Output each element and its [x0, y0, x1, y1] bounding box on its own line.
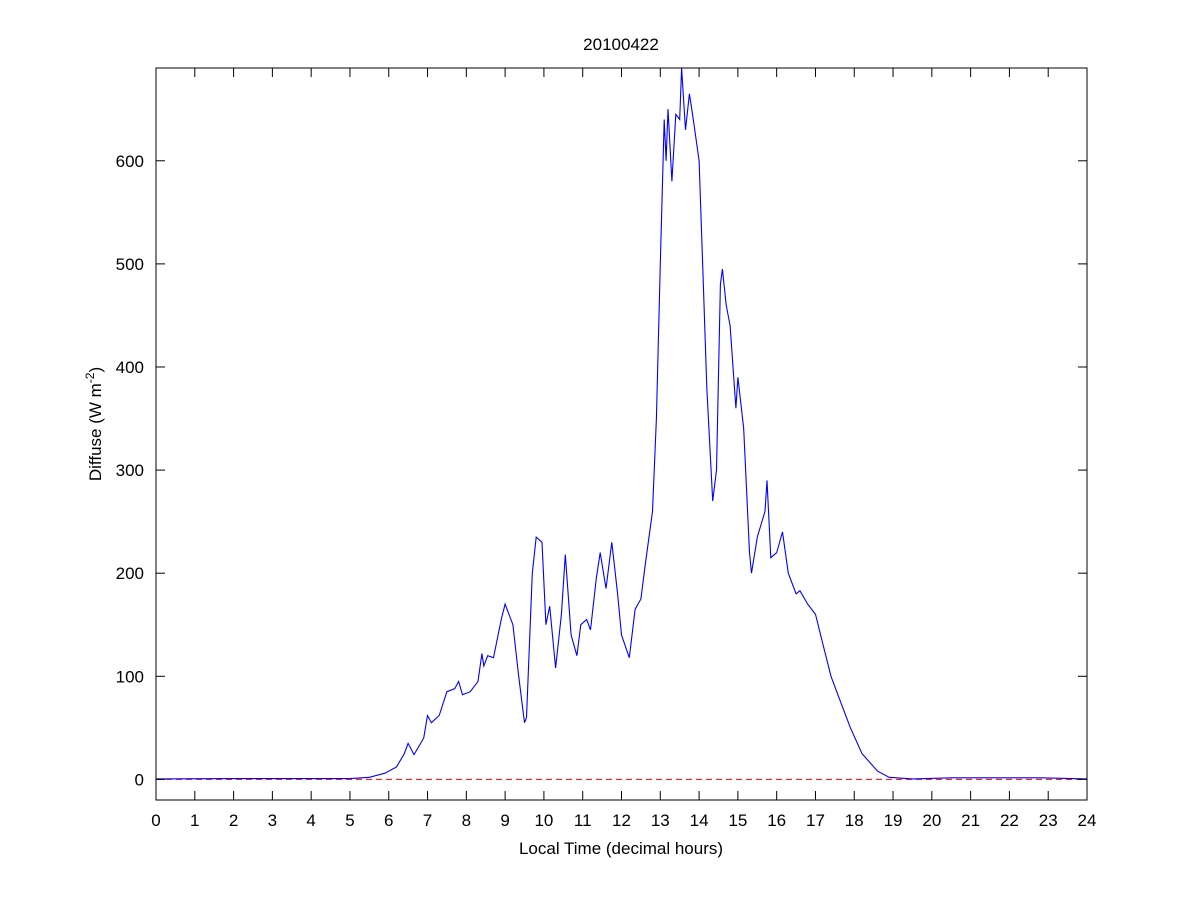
x-axis-label: Local Time (decimal hours) — [519, 839, 723, 858]
axes-box — [155, 67, 1088, 801]
y-axis-label: Diffuse (W m-2) — [83, 367, 105, 481]
plot-area — [155, 67, 1088, 801]
x-tick-label: 3 — [268, 811, 277, 830]
y-tick-label: 200 — [116, 564, 144, 583]
x-tick-label: 16 — [767, 811, 786, 830]
y-tick-label: 600 — [116, 152, 144, 171]
x-tick-label: 15 — [728, 811, 747, 830]
x-axis: 0 1 2 3 4 5 6 7 8 9 10 11 12 13 14 15 16 17 18 19 20 21 22 23 24 — [151, 68, 1096, 830]
x-tick-label: 4 — [306, 811, 315, 830]
x-tick-label: 17 — [806, 811, 825, 830]
y-axis: 0 100 200 300 400 500 600 — [116, 152, 1087, 789]
x-tick-label: 7 — [423, 811, 432, 830]
x-tick-label: 8 — [462, 811, 471, 830]
x-tick-label: 14 — [690, 811, 709, 830]
x-tick-label: 1 — [190, 811, 199, 830]
x-tick-label: 20 — [922, 811, 941, 830]
x-tick-label: 24 — [1078, 811, 1097, 830]
x-tick-label: 13 — [651, 811, 670, 830]
y-tick-label: 100 — [116, 667, 144, 686]
x-tick-label: 18 — [845, 811, 864, 830]
x-tick-label: 21 — [961, 811, 980, 830]
x-tick-label: 2 — [229, 811, 238, 830]
x-tick-label: 11 — [574, 811, 592, 830]
x-tick-label: 9 — [500, 811, 509, 830]
y-tick-label: 500 — [116, 255, 144, 274]
chart-title: 20100422 — [583, 35, 659, 54]
diffuse-series-line — [155, 67, 1088, 780]
y-tick-label: 0 — [135, 770, 144, 789]
x-tick-label: 19 — [884, 811, 903, 830]
x-tick-label: 5 — [345, 811, 354, 830]
x-tick-label: 22 — [1000, 811, 1019, 830]
x-tick-label: 12 — [612, 811, 631, 830]
y-tick-label: 300 — [116, 461, 144, 480]
x-tick-label: 10 — [534, 811, 553, 830]
x-tick-label: 6 — [384, 811, 393, 830]
x-tick-label: 23 — [1039, 811, 1058, 830]
y-tick-label: 400 — [116, 358, 144, 377]
x-tick-label: 0 — [151, 811, 160, 830]
